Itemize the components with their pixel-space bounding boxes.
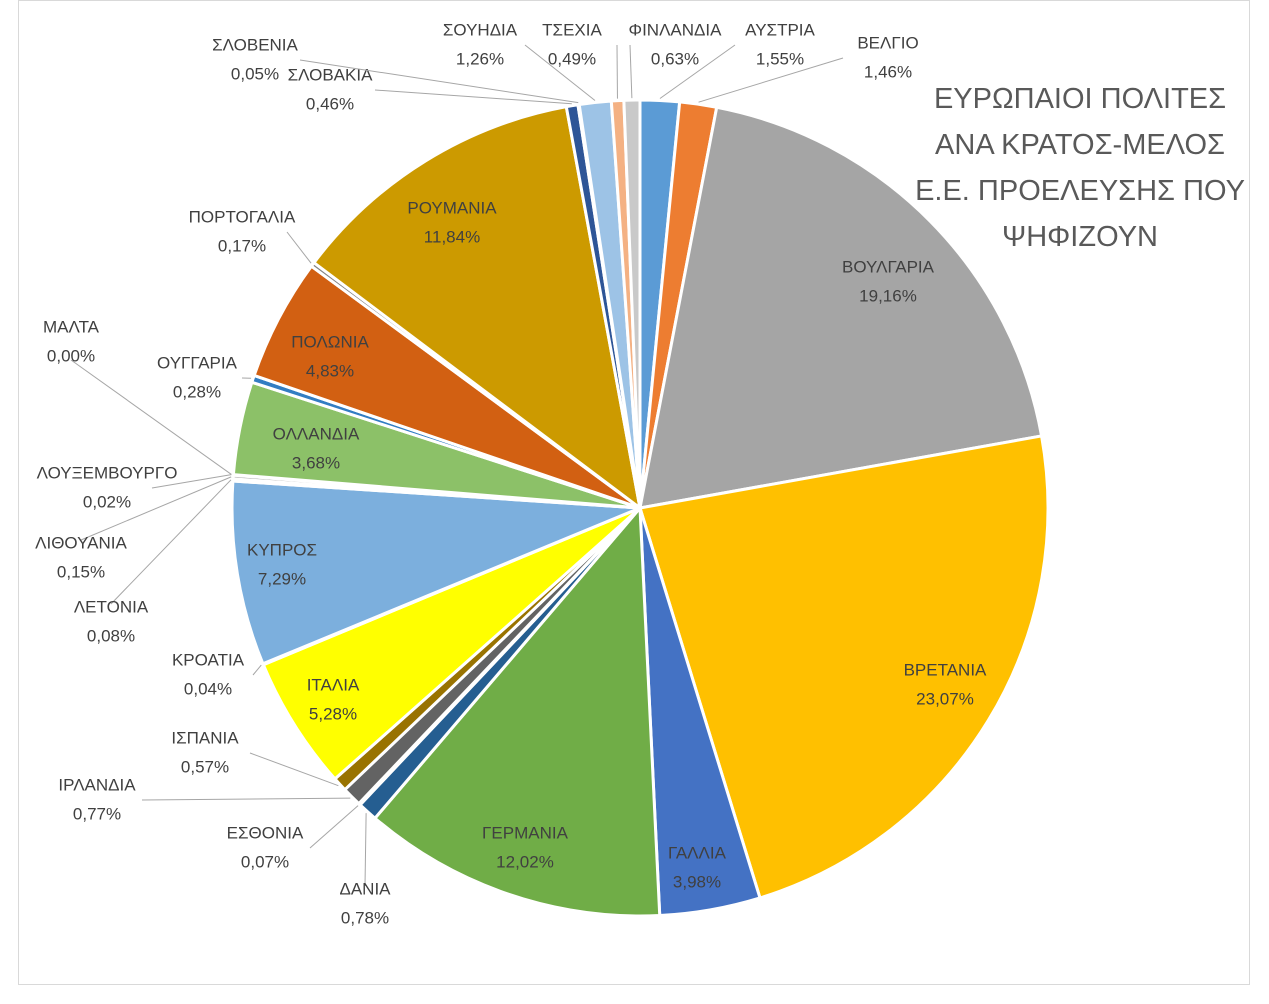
slice-label-value: 4,83% [306,361,354,380]
slice-label-value: 1,26% [456,49,504,68]
slice-label-name: ΛΕΤΟΝΙΑ [74,597,149,616]
slice-label-name: ΓΑΛΛΙΑ [668,843,727,862]
slice-label-name: ΛΟΥΞΕΜΒΟΥΡΓΟ [37,463,178,482]
leader-line [110,479,232,605]
slice-label-value: 0,78% [341,908,389,927]
slice-label-value: 3,98% [673,872,721,891]
chart-frame [18,0,1250,985]
slice-label-name: ΟΛΛΑΝΔΙΑ [273,424,360,443]
slice-label-name: ΚΥΠΡΟΣ [247,540,317,559]
leader-line [374,89,572,105]
slice-label-name: ΛΙΘΟΥΑΝΙΑ [35,533,127,552]
slice-label-value: 1,46% [864,62,912,81]
leader-line [659,44,736,99]
slice-label-name: ΑΥΣΤΡΙΑ [745,20,815,39]
leader-line [141,797,351,801]
slice-label-value: 0,00% [47,346,95,365]
slice-label-name: ΕΣΘΟΝΙΑ [227,823,304,842]
slice-label-name: ΣΛΟΒΑΚΙΑ [288,65,373,84]
slice-label-value: 0,05% [231,64,279,83]
slice-label-value: 19,16% [859,286,917,305]
leader-line [364,813,367,887]
leader-line [629,44,633,99]
slice-label-name: ΠΟΡΤΟΓΑΛΙΑ [189,207,296,226]
slice-label-name: ΙΤΑΛΙΑ [307,675,360,694]
slice-label-name: ΔΑΝΙΑ [339,879,391,898]
slice-label-name: ΒΡΕΤΑΝΙΑ [904,660,987,679]
leader-line [524,44,596,101]
slice-label-name: ΠΟΛΩΝΙΑ [291,332,369,351]
slice-label-value: 0,77% [73,804,121,823]
pie-slice [311,104,643,512]
pie-slice [372,504,662,918]
leader-line [286,231,312,264]
slice-label-name: ΦΙΝΛΑΝΔΙΑ [629,20,723,39]
slice-label-value: 11,84% [424,227,480,246]
leader-line [249,752,339,787]
slice-label-value: 12,02% [496,852,554,871]
slice-label-value: 1,55% [756,49,804,68]
pie-slice [638,434,1050,900]
slice-label-name: ΙΣΠΑΝΙΑ [171,728,239,747]
leader-line [151,474,232,489]
slice-label-name: ΒΟΥΛΓΑΡΙΑ [842,257,935,276]
slice-label-value: 0,17% [218,236,266,255]
slice-label-value: 5,28% [309,704,357,723]
slice-label-name: ΤΣΕΧΙΑ [542,20,602,39]
chart-title: ΕΥΡΩΠΑΙΟΙ ΠΟΛΙΤΕΣ ΑΝΑ ΚΡΑΤΟΣ-ΜΕΛΟΣ Ε.Ε. … [915,83,1245,253]
slice-label-name: ΟΥΓΓΑΡΙΑ [157,353,238,372]
leader-line [698,57,844,103]
slice-label-value: 0,49% [548,49,596,68]
slice-label-value: 0,04% [184,679,232,698]
slice-label-value: 0,46% [306,94,354,113]
slice-label-value: 0,57% [181,757,229,776]
pie-slice [622,98,642,509]
pie-slice [638,105,1044,510]
leader-line [299,59,579,104]
slice-label-name: ΜΑΛΤΑ [43,317,100,336]
slice-label-name: ΣΛΟΒΕΝΙΑ [212,35,298,54]
leader-line [80,476,232,541]
leader-line [252,664,262,676]
leader-line [70,359,232,475]
slice-label-value: 7,29% [258,569,306,588]
slice-label-name: ΡΟΥΜΑΝΙΑ [407,198,497,217]
slice-label-name: ΙΡΛΑΝΔΙΑ [58,775,136,794]
slice-label-name: ΒΕΛΓΙΟ [857,33,918,52]
slice-label-name: ΚΡΟΑΤΙΑ [172,650,245,669]
pie-slice [261,506,641,782]
slice-label-name: ΣΟΥΗΔΙΑ [443,20,518,39]
leader-line [309,805,359,849]
pie-slice [230,479,641,666]
slice-label-value: 0,63% [651,49,699,68]
slice-label-value: 23,07% [916,689,974,708]
slice-label-value: 0,02% [83,492,131,511]
slice-label-value: 0,08% [87,626,135,645]
slice-label-value: 0,28% [173,382,221,401]
slice-label-value: 0,15% [57,562,105,581]
slice-label-name: ΓΕΡΜΑΝΙΑ [482,823,569,842]
slice-label-value: 3,68% [292,453,340,472]
slice-label-value: 0,07% [241,852,289,871]
